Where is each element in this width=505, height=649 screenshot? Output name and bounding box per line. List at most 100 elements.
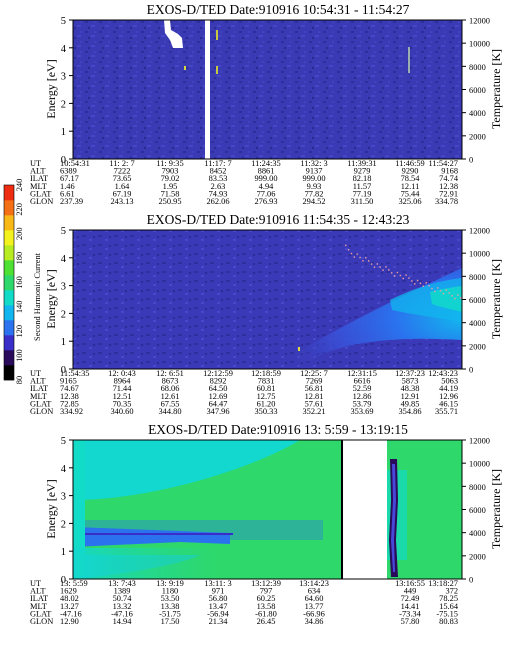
ephemeris-value: 294.52 xyxy=(302,197,325,206)
colorbar-cell xyxy=(4,335,14,351)
panel-2-temperature-axis: 0 2000 4000 6000 8000 10000 12000 xyxy=(462,227,490,375)
ephemeris-value: 68.06 xyxy=(161,384,180,393)
ephemeris-value: 12.61 xyxy=(161,392,180,401)
temperature-point xyxy=(393,275,396,277)
panel-1-temperature-axis: 0 2000 4000 6000 8000 10000 12000 xyxy=(462,17,490,165)
energy-tick-label: 4 xyxy=(61,44,67,55)
ephemeris-value: 57.61 xyxy=(305,399,324,408)
ephemeris-value: 12:12:59 xyxy=(203,369,233,378)
panel-2-ephemeris-table: UT 11:54:35 12: 0:43 12: 6:51 12:12:59 12:18:… xyxy=(30,369,458,416)
ephemeris-value: 72.49 xyxy=(401,594,420,603)
temperature-tick-label: 8000 xyxy=(469,483,486,492)
ephemeris-value: 50.74 xyxy=(113,594,133,603)
ephemeris-value: 13:18:27 xyxy=(428,579,458,588)
panel-1-energy-axis-label: Energy [eV] xyxy=(44,59,58,118)
ephemeris-value: -66.96 xyxy=(303,609,325,618)
temperature-tick-label: 2000 xyxy=(469,552,486,561)
ephemeris-value: 354.86 xyxy=(398,407,421,416)
temperature-point xyxy=(448,292,450,294)
ephemeris-value: 355.71 xyxy=(435,407,458,416)
temperature-point xyxy=(385,266,387,268)
ephemeris-value: 14.94 xyxy=(113,617,133,626)
ephemeris-value: 53.79 xyxy=(353,399,372,408)
panel-3-left-column xyxy=(73,440,85,579)
temperature-point xyxy=(428,284,430,287)
panel-1-spike xyxy=(216,30,218,40)
ephemeris-value: 78.25 xyxy=(439,594,458,603)
temperature-point xyxy=(434,290,436,293)
panel-1-plot-background xyxy=(73,20,462,159)
energy-tick-label: 3 xyxy=(61,492,66,503)
panel-3-energy-axis-label: Energy [eV] xyxy=(44,479,58,538)
ephemeris-value: 9168 xyxy=(441,167,458,176)
ephemeris-value: 4.94 xyxy=(259,182,274,191)
ephemeris-value: 12.11 xyxy=(401,182,420,191)
colorbar-ticks: 80 100 120 140 160 180 200 220 240 xyxy=(15,179,24,384)
temperature-tick-label: 8000 xyxy=(469,273,486,282)
temperature-point xyxy=(442,292,445,295)
ephemeris-row-label: GLON xyxy=(30,197,53,206)
ephemeris-value: 77.82 xyxy=(305,189,324,198)
panel-3-right-segment xyxy=(341,440,462,579)
ephemeris-row-label: ALT xyxy=(30,587,46,596)
ephemeris-value: 11:24:35 xyxy=(251,159,280,168)
temperature-point xyxy=(416,279,419,282)
ephemeris-value: 77.19 xyxy=(353,189,372,198)
panel-3-features xyxy=(73,440,341,579)
ephemeris-value: 11:39:31 xyxy=(347,159,376,168)
energy-tick-label: 5 xyxy=(61,226,66,237)
ephemeris-row-label: MLT xyxy=(30,602,47,611)
ephemeris-value: 12:31:15 xyxy=(347,369,377,378)
ephemeris-value: 12: 6:51 xyxy=(156,369,184,378)
ephemeris-value: 1629 xyxy=(60,587,77,596)
ephemeris-value: 971 xyxy=(212,587,225,596)
panel-2-thermal-peak xyxy=(430,286,462,312)
ephemeris-value: 13: 9:19 xyxy=(156,579,184,588)
ephemeris-value: 12:18:59 xyxy=(251,369,281,378)
ephemeris-value: 12.86 xyxy=(353,392,372,401)
ephemeris-value: 52.59 xyxy=(353,384,372,393)
temperature-tick-label: 4000 xyxy=(469,529,486,538)
ephemeris-row-label: ILAT xyxy=(30,594,48,603)
ephemeris-value: 67.17 xyxy=(60,174,79,183)
temperature-point xyxy=(414,283,416,285)
ephemeris-value: 17.50 xyxy=(161,617,180,626)
temperature-point xyxy=(431,287,433,290)
temperature-point xyxy=(382,269,384,271)
ephemeris-value: 15.64 xyxy=(439,602,459,611)
ephemeris-value: 9165 xyxy=(60,377,77,386)
ephemeris-value: 12:37:23 xyxy=(395,369,425,378)
ephemeris-row-label: UT xyxy=(30,369,41,378)
ephemeris-value: 80.83 xyxy=(439,617,458,626)
ephemeris-value: 2.63 xyxy=(211,182,226,191)
ephemeris-row-label: GLAT xyxy=(30,189,51,198)
panel-2-temperature-trace xyxy=(345,244,462,300)
ephemeris-value: 6389 xyxy=(60,167,77,176)
ephemeris-row-label: ILAT xyxy=(30,384,48,393)
ephemeris-value: 82.18 xyxy=(353,174,372,183)
ephemeris-value: 64.47 xyxy=(209,399,228,408)
energy-tick-label: 4 xyxy=(61,464,67,475)
ephemeris-value: 11.57 xyxy=(353,182,372,191)
temperature-tick-label: 6000 xyxy=(469,86,486,95)
colorbar-cell xyxy=(4,200,14,216)
ephemeris-value: 13.47 xyxy=(209,602,228,611)
panel-1-spike xyxy=(184,66,186,70)
energy-tick-label: 3 xyxy=(61,282,66,293)
ephemeris-value: 11:32: 3 xyxy=(300,159,327,168)
temperature-point xyxy=(457,294,459,296)
ephemeris-value: 325.06 xyxy=(398,197,421,206)
colorbar-cell xyxy=(4,215,14,231)
temperature-tick-label: 0 xyxy=(469,156,473,165)
temperature-point xyxy=(370,263,373,265)
ephemeris-row-label: ILAT xyxy=(30,174,48,183)
panel-3-temperature-axis-label: Temperature [K] xyxy=(489,469,503,549)
panel-1: EXOS-D/TED Date:910916 10:54:31 - 11:54:… xyxy=(30,2,503,206)
panel-2-temperature-axis-label: Temperature [K] xyxy=(489,259,503,339)
ephemeris-value: 12.91 xyxy=(401,392,420,401)
temperature-tick-label: 6000 xyxy=(469,506,486,515)
ephemeris-value: 79.02 xyxy=(161,174,180,183)
energy-tick-label: 0 xyxy=(61,575,66,586)
panel-1-data-gap xyxy=(205,20,210,159)
